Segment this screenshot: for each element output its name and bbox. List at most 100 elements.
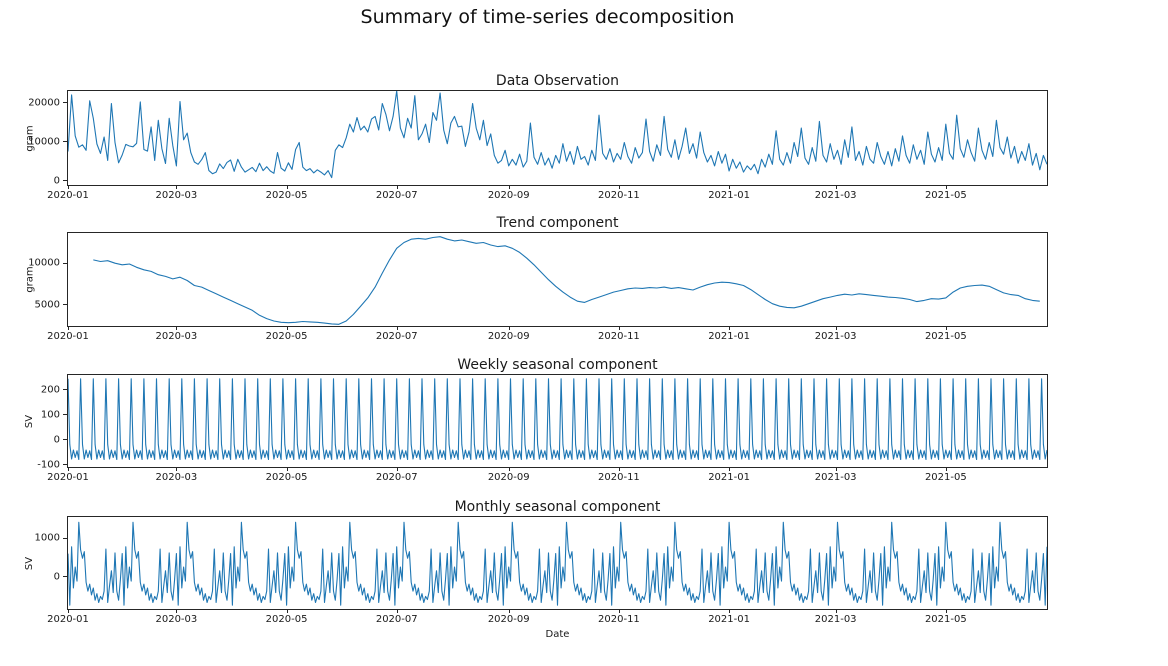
x-tick-mark: [618, 185, 620, 189]
x-tick-mark: [508, 467, 510, 471]
x-tick-label: 2020-11: [598, 190, 640, 201]
x-tick-mark: [945, 185, 947, 189]
x-tick-label: 2021-01: [708, 331, 750, 342]
y-tick-label: 10000: [28, 257, 60, 269]
y-tick-label: 200: [40, 384, 60, 395]
line-series: [68, 91, 1047, 179]
x-tick-mark: [286, 185, 288, 189]
x-tick-mark: [835, 467, 837, 471]
axes-monthly-seasonal: SV 0 1000 2020-01 2020-03 2020-05 2020-07 2020…: [25, 516, 1048, 625]
x-tick-label: 2020-07: [375, 331, 418, 342]
x-tick-label: 2021-03: [814, 190, 857, 201]
x-tick-label: 2021-05: [924, 472, 967, 483]
plot-area: [68, 378, 1047, 461]
x-tick-label: 2021-03: [814, 472, 857, 483]
x-tick-label: 2020-11: [598, 331, 640, 342]
y-tick-mark: [63, 389, 67, 390]
y-tick-mark: [63, 304, 67, 305]
x-tick-label: 2021-05: [924, 190, 967, 201]
x-tick-label: 2020-09: [487, 190, 530, 201]
x-tick-mark: [835, 185, 837, 189]
y-tick-label: 0: [53, 571, 60, 583]
line-series: [93, 236, 1040, 325]
x-tick-label: 2021-01: [708, 190, 750, 201]
axes-observation: gram 0 10000 20000 2020-01 2020-03 2020-05 202…: [25, 90, 1048, 201]
x-tick-label: 2020-11: [598, 472, 640, 483]
x-tick-label: 2020-01: [47, 190, 89, 201]
x-tick-mark: [396, 609, 398, 613]
x-tick-label: 2020-09: [487, 614, 530, 625]
y-tick-label: 0: [53, 434, 60, 445]
x-tick-label: 2020-11: [598, 614, 640, 625]
x-tick-mark: [286, 609, 288, 613]
y-tick-mark: [63, 414, 67, 415]
x-tick-mark: [835, 609, 837, 613]
y-tick-mark: [63, 576, 67, 578]
x-tick-label: 2021-03: [814, 331, 857, 342]
y-tick-label: 0: [53, 175, 60, 187]
x-tick-label: 2020-03: [155, 614, 198, 625]
x-tick-label: 2020-05: [265, 190, 308, 201]
line-series: [68, 521, 1047, 606]
y-tick-mark: [63, 180, 67, 182]
x-tick-label: 2020-05: [265, 472, 308, 483]
x-tick-mark: [286, 467, 288, 471]
x-tick-mark: [835, 326, 837, 330]
x-tick-mark: [618, 467, 620, 471]
y-axis-label-weekly: SV: [24, 414, 36, 428]
x-tick-label: 2021-01: [708, 472, 750, 483]
subplot-title-monthly-seasonal: Monthly seasonal component: [454, 499, 661, 515]
x-tick-mark: [176, 467, 178, 471]
x-tick-mark: [508, 185, 510, 189]
x-tick-label: 2020-07: [375, 614, 418, 625]
x-tick-label: 2020-03: [155, 190, 198, 201]
x-tick-label: 2021-05: [924, 331, 967, 342]
x-tick-label: 2020-07: [375, 472, 418, 483]
x-axis-label-date: Date: [545, 629, 570, 640]
x-tick-label: 2020-05: [265, 614, 308, 625]
x-tick-mark: [176, 185, 178, 189]
y-tick-mark: [63, 262, 67, 264]
x-tick-label: 2020-09: [487, 331, 530, 342]
x-tick-mark: [396, 326, 398, 330]
subplot-title-trend: Trend component: [496, 215, 619, 231]
y-tick-mark: [63, 537, 67, 539]
x-tick-mark: [945, 326, 947, 330]
x-tick-mark: [396, 467, 398, 471]
x-tick-mark: [508, 326, 510, 330]
y-tick-label: 5000: [34, 299, 60, 310]
line-series: [68, 378, 1047, 461]
x-tick-mark: [176, 326, 178, 330]
y-tick-mark: [63, 439, 67, 440]
x-tick-mark: [945, 609, 947, 613]
y-axis-label-monthly: SV: [24, 556, 36, 570]
y-axis-label-trend: gram: [24, 266, 36, 293]
x-tick-label: 2020-09: [487, 472, 530, 483]
x-tick-mark: [68, 609, 69, 613]
x-tick-mark: [618, 609, 620, 613]
x-tick-mark: [729, 185, 731, 189]
x-tick-label: 2021-03: [814, 614, 857, 625]
y-tick-label: 10000: [28, 136, 60, 148]
y-tick-label: 20000: [28, 97, 60, 109]
plot-area: [68, 91, 1047, 179]
x-tick-mark: [729, 326, 731, 330]
x-tick-mark: [729, 609, 731, 613]
x-tick-label: 2020-07: [375, 190, 418, 201]
x-tick-label: 2020-05: [265, 331, 308, 342]
y-tick-label: 100: [40, 409, 60, 420]
subplot-title-observation: Data Observation: [495, 73, 620, 89]
x-tick-mark: [286, 326, 288, 330]
x-tick-label: 2020-01: [47, 472, 89, 483]
x-tick-mark: [729, 467, 731, 471]
x-tick-label: 2020-03: [155, 472, 198, 483]
x-tick-label: 2020-03: [155, 331, 198, 342]
x-tick-mark: [68, 326, 69, 330]
y-tick-mark: [63, 141, 67, 143]
y-tick-mark: [63, 102, 67, 104]
x-tick-label: 2021-05: [924, 614, 967, 625]
x-tick-mark: [396, 185, 398, 189]
x-tick-mark: [68, 185, 69, 189]
x-tick-label: 2020-01: [47, 331, 89, 342]
